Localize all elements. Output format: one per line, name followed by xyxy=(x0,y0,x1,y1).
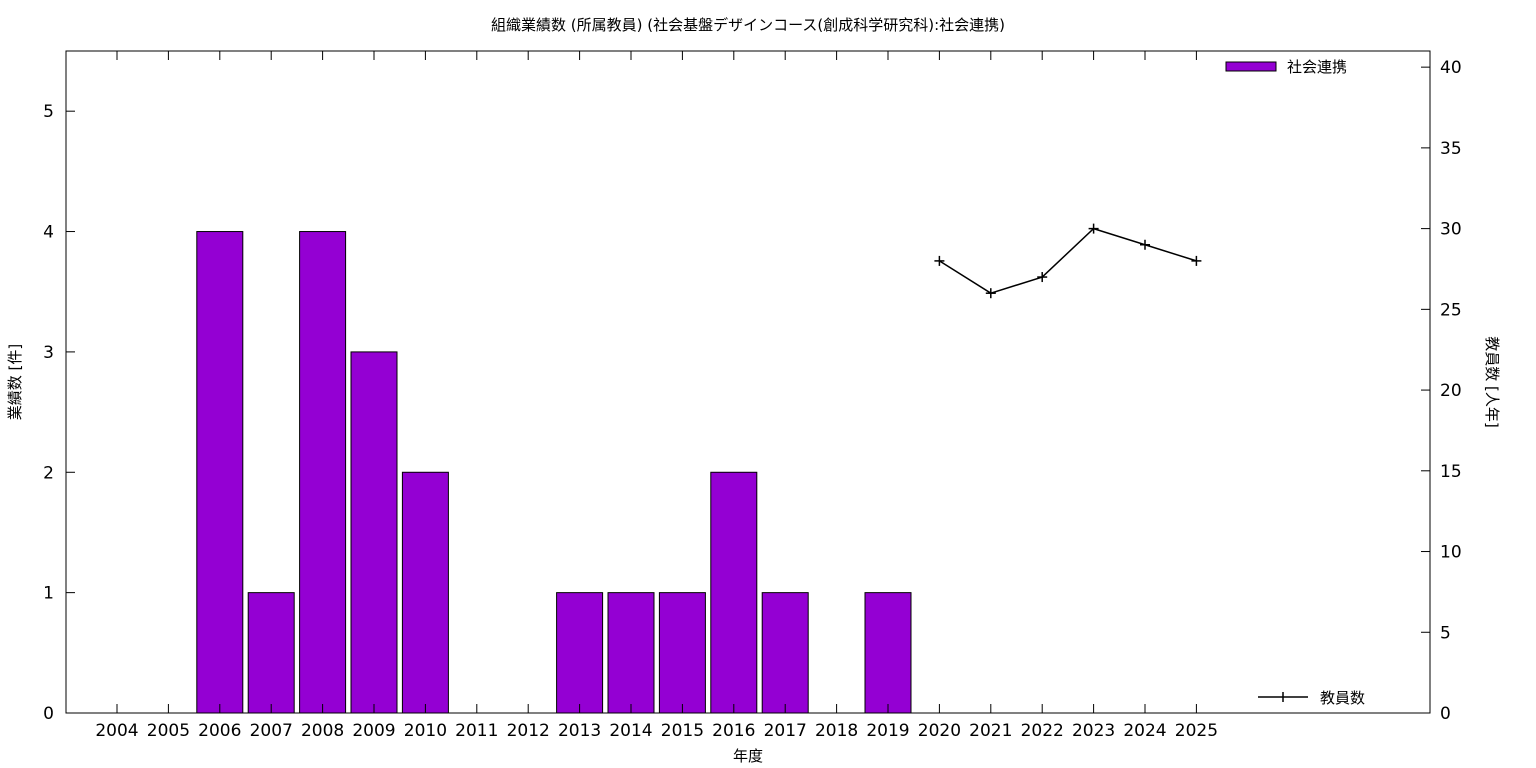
chart-title: 組織業績数 (所属教員) (社会基盤デザインコース(創成科学研究科):社会連携) xyxy=(491,16,1005,34)
x-tick-label: 2008 xyxy=(301,721,344,741)
y2-tick-label: 25 xyxy=(1440,300,1462,320)
x-tick-label: 2022 xyxy=(1021,721,1064,741)
x-tick-label: 2010 xyxy=(404,721,447,741)
y2-tick-label: 40 xyxy=(1440,58,1462,78)
legend-bar-series: 社会連携 xyxy=(1225,58,1347,76)
x-tick-label: 2017 xyxy=(764,721,807,741)
faculty-count-line xyxy=(939,227,1197,295)
y2-tick-label: 0 xyxy=(1440,704,1451,724)
y2-tick-label: 20 xyxy=(1440,381,1462,401)
legend-line-label: 教員数 xyxy=(1320,689,1365,707)
x-tick-label: 2005 xyxy=(147,721,190,741)
y2-tick-label: 10 xyxy=(1440,543,1462,563)
bar-2015 xyxy=(658,592,706,714)
bar-2008 xyxy=(299,231,347,714)
x-tick-label: 2011 xyxy=(455,721,498,741)
faculty-point-2022 xyxy=(1037,272,1048,283)
x-tick-label: 2014 xyxy=(609,721,652,741)
x-tick-label: 2015 xyxy=(661,721,704,741)
bar-2013 xyxy=(556,592,604,714)
y-tick-label: 3 xyxy=(43,343,54,363)
x-axis-label: 年度 xyxy=(733,747,763,765)
y2-tick-label: 35 xyxy=(1440,139,1462,159)
x-tick-label: 2004 xyxy=(95,721,138,741)
y-tick-label: 2 xyxy=(43,463,54,483)
legend-bar-swatch xyxy=(1225,61,1277,72)
faculty-point-2025 xyxy=(1191,255,1202,266)
y2-tick-label: 5 xyxy=(1440,623,1451,643)
bar-2006 xyxy=(196,231,244,714)
line-layer xyxy=(934,223,1202,299)
y-tick-label: 5 xyxy=(43,102,54,122)
legend-bar-label: 社会連携 xyxy=(1287,58,1347,76)
x-tick-label: 2023 xyxy=(1072,721,1115,741)
x-tick-label: 2016 xyxy=(712,721,755,741)
x-tick-label: 2025 xyxy=(1175,721,1218,741)
y-axis-label: 業績数 [件] xyxy=(6,344,24,420)
plot-frame xyxy=(65,50,1431,714)
x-tick-label: 2018 xyxy=(815,721,858,741)
faculty-point-2024 xyxy=(1140,239,1150,250)
y-tick-label: 1 xyxy=(43,584,54,604)
x-tick-label: 2020 xyxy=(918,721,961,741)
bar-2009 xyxy=(350,351,398,714)
x-tick-label: 2009 xyxy=(352,721,395,741)
bar-2014 xyxy=(607,592,655,714)
bar-2017 xyxy=(761,592,809,714)
x-tick-label: 2007 xyxy=(250,721,293,741)
x-tick-label: 2012 xyxy=(507,721,550,741)
bars-layer xyxy=(196,231,912,714)
y-tick-label: 4 xyxy=(43,223,54,243)
bar-2016 xyxy=(710,471,758,714)
faculty-point-2023 xyxy=(1088,223,1099,234)
legend-line-series: 教員数 xyxy=(1258,689,1365,707)
x-tick-label: 2021 xyxy=(969,721,1012,741)
x-tick-label: 2019 xyxy=(866,721,909,741)
y2-tick-label: 30 xyxy=(1440,220,1462,240)
y2-tick-label: 15 xyxy=(1440,462,1462,482)
y2-axis-label: 教員数 [人年] xyxy=(1483,336,1501,427)
x-tick-label: 2013 xyxy=(558,721,601,741)
y-tick-label: 0 xyxy=(43,704,54,724)
faculty-point-2021 xyxy=(985,288,996,299)
bar-2010 xyxy=(401,471,449,714)
bar-2019 xyxy=(864,592,912,714)
x-tick-label: 2024 xyxy=(1123,721,1166,741)
bar-2007 xyxy=(247,592,295,714)
x-tick-label: 2006 xyxy=(198,721,241,741)
faculty-point-2020 xyxy=(934,255,945,266)
